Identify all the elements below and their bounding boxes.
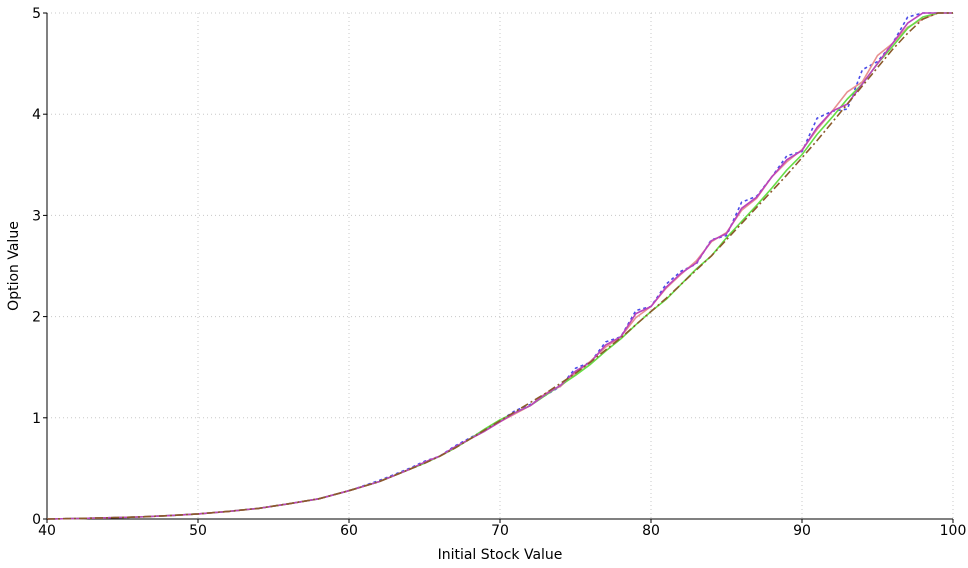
x-tick-label: 70 bbox=[491, 523, 509, 539]
y-tick-label: 1 bbox=[32, 411, 41, 427]
x-tick-label: 40 bbox=[38, 523, 56, 539]
y-tick-label: 0 bbox=[32, 512, 41, 528]
x-axis-title: Initial Stock Value bbox=[438, 547, 563, 563]
x-tick-label: 90 bbox=[793, 523, 811, 539]
x-tick-label: 50 bbox=[189, 523, 207, 539]
series-lines bbox=[46, 12, 953, 520]
y-tick-label: 3 bbox=[32, 208, 41, 224]
series-line-5 bbox=[46, 12, 953, 520]
y-tick-label: 2 bbox=[32, 310, 41, 326]
y-axis-title: Option Value bbox=[6, 221, 22, 311]
x-tick-label: 80 bbox=[642, 523, 660, 539]
x-tick-label: 60 bbox=[340, 523, 358, 539]
x-tick-label: 100 bbox=[940, 523, 967, 539]
y-tick-label: 5 bbox=[32, 6, 41, 22]
y-tick-label: 4 bbox=[32, 107, 41, 123]
grid bbox=[47, 12, 954, 519]
tick-labels: 40 50 60 70 80 90 100 0 1 2 3 4 5 bbox=[32, 6, 966, 539]
